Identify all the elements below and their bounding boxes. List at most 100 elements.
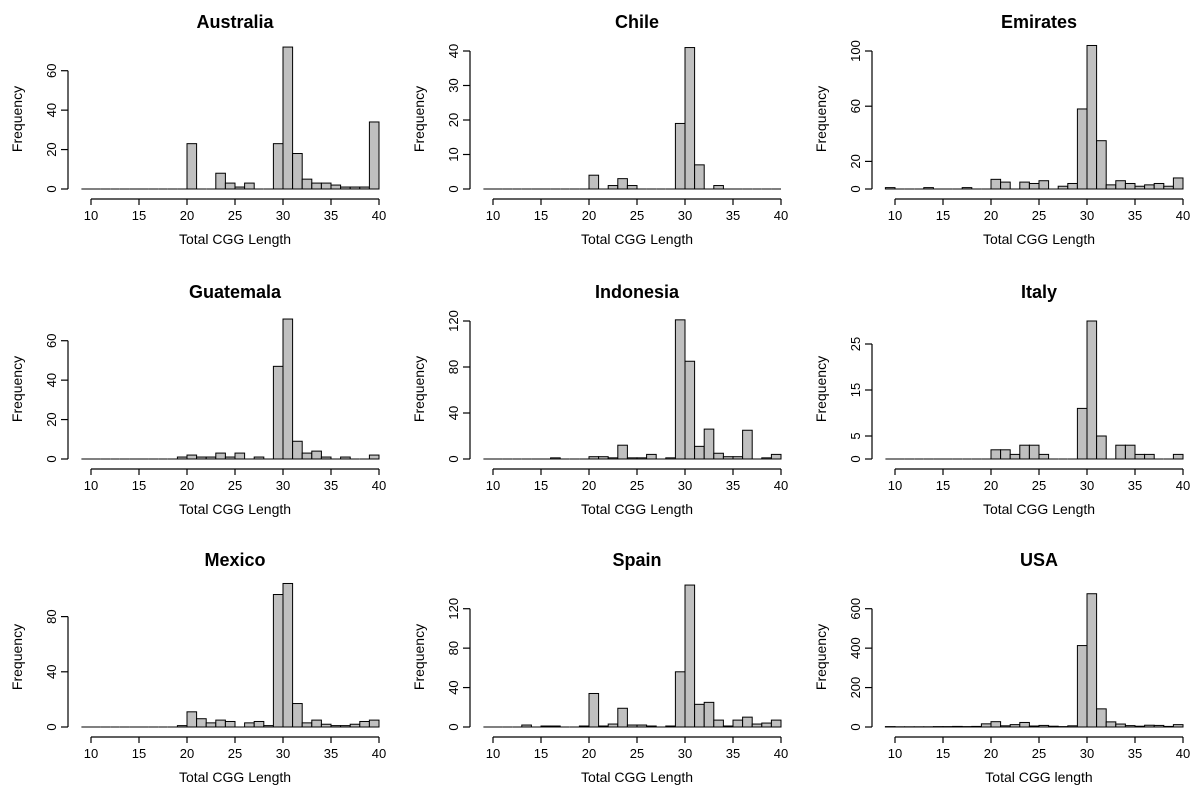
histogram-bar	[588, 456, 600, 460]
histogram-bar	[626, 185, 638, 190]
histogram-bar	[578, 725, 590, 728]
histogram-bar	[1067, 182, 1078, 190]
histogram-bar	[349, 186, 361, 190]
chart-title: Emirates	[1001, 12, 1077, 32]
histogram-bar	[598, 725, 609, 728]
y-tick-label: 40	[44, 103, 59, 117]
histogram-panel-chile: Chile 0 10 20 30 40 10 15 20 25 30 35 40 Total CGG Le…	[411, 12, 788, 247]
x-tick-label: 20	[582, 746, 596, 761]
y-tick-label: 0	[44, 455, 59, 462]
histogram-bar	[1000, 449, 1011, 460]
histogram-panel-indonesia: Indonesia 0 40 80 120 10 15 20 25 30 35 40 Total CGG…	[411, 282, 788, 517]
histogram-bar	[186, 454, 198, 460]
histogram-bar	[205, 456, 217, 460]
histogram-bar	[684, 47, 696, 190]
x-tick-label: 35	[1128, 208, 1142, 223]
histogram-bar	[694, 445, 705, 460]
histogram-bar	[1000, 725, 1011, 728]
y-tick-label: 20	[848, 154, 863, 168]
y-axis-label: Frequency	[411, 86, 427, 152]
histogram-bar	[1153, 724, 1165, 728]
histogram-bar	[224, 720, 236, 728]
histogram-bar	[215, 719, 226, 728]
histogram-panel-usa: USA 0 200 400 600 10 15 20 25 30 35 40 Total CGG len…	[813, 550, 1190, 785]
y-tick-label: 0	[848, 455, 863, 462]
histogram-bar	[1172, 177, 1184, 190]
y-axis-label: Frequency	[411, 356, 427, 422]
x-axis-label: Total CGG Length	[581, 501, 693, 517]
x-tick-label: 35	[726, 208, 740, 223]
histogram-bar	[617, 707, 628, 728]
histogram-bar	[713, 719, 724, 728]
histogram-bar	[292, 440, 303, 460]
x-tick-label: 20	[984, 478, 998, 493]
histogram-bar	[742, 716, 753, 728]
histogram-bar	[665, 725, 676, 728]
histogram-bar	[1134, 725, 1146, 728]
x-tick-label: 10	[84, 746, 98, 761]
y-tick-label: 60	[44, 63, 59, 77]
histogram-bar	[320, 723, 332, 728]
x-axis-label: Total CGG Length	[581, 769, 693, 785]
chart-title: Indonesia	[595, 282, 680, 302]
histogram-bar	[607, 457, 619, 460]
histogram-bar	[684, 360, 696, 460]
x-tick-label: 40	[1176, 478, 1190, 493]
histogram-panel-emirates: Emirates 0 20 60 100 10 15 20 25 30 35 40 Total CGG …	[813, 12, 1190, 247]
x-tick-label: 25	[1032, 746, 1046, 761]
histogram-bar	[703, 701, 715, 728]
histogram-bar	[1028, 182, 1040, 190]
y-tick-label: 80	[446, 641, 461, 655]
histogram-bar	[961, 187, 973, 190]
x-tick-label: 15	[132, 208, 146, 223]
histogram-bar	[1124, 444, 1136, 460]
x-tick-label: 25	[1032, 208, 1046, 223]
histogram-bar	[176, 456, 188, 460]
histogram-bar	[1144, 184, 1155, 190]
histogram-bar	[320, 456, 332, 460]
x-axis-label: Total CGG length	[985, 769, 1092, 785]
y-tick-label: 20	[44, 412, 59, 426]
y-tick-label: 80	[446, 360, 461, 374]
chart-title: Spain	[612, 550, 661, 570]
histogram-bar	[1086, 44, 1098, 190]
x-tick-label: 10	[84, 208, 98, 223]
histogram-bar	[761, 722, 772, 728]
histogram-bar	[253, 720, 265, 728]
histogram-bar	[674, 122, 686, 190]
histogram-bar	[636, 457, 648, 460]
y-tick-label: 20	[446, 113, 461, 127]
histogram-bar	[550, 725, 561, 728]
y-tick-label: 120	[446, 310, 461, 332]
histogram-bar	[990, 721, 1002, 728]
histogram-bar	[732, 719, 744, 728]
y-tick-label: 40	[446, 680, 461, 694]
histogram-bar	[224, 182, 236, 190]
histogram-bar	[282, 318, 294, 460]
x-tick-label: 30	[276, 746, 290, 761]
histogram-bar	[368, 454, 380, 460]
chart-title: Guatemala	[189, 282, 282, 302]
y-tick-label: 0	[848, 185, 863, 192]
x-tick-label: 35	[324, 478, 338, 493]
histogram-bar	[598, 456, 609, 460]
histogram-bar	[665, 457, 676, 460]
x-tick-label: 25	[630, 208, 644, 223]
x-tick-label: 35	[324, 208, 338, 223]
histogram-bar	[636, 724, 648, 728]
histogram-panel-spain: Spain 0 40 80 120 10 15 20 25 30 35 40 Total CGG Len…	[411, 550, 788, 785]
histogram-bar	[1134, 453, 1146, 460]
y-tick-label: 20	[44, 142, 59, 156]
histogram-bar	[884, 187, 896, 190]
x-tick-label: 30	[276, 478, 290, 493]
histogram-bar	[722, 725, 734, 728]
histogram-bar	[272, 594, 284, 728]
y-tick-label: 100	[848, 40, 863, 62]
x-tick-label: 25	[228, 746, 242, 761]
histogram-bar	[359, 720, 370, 728]
histogram-bar	[282, 582, 294, 728]
x-tick-label: 35	[726, 478, 740, 493]
histogram-bar	[330, 725, 342, 728]
y-tick-label: 40	[446, 44, 461, 58]
